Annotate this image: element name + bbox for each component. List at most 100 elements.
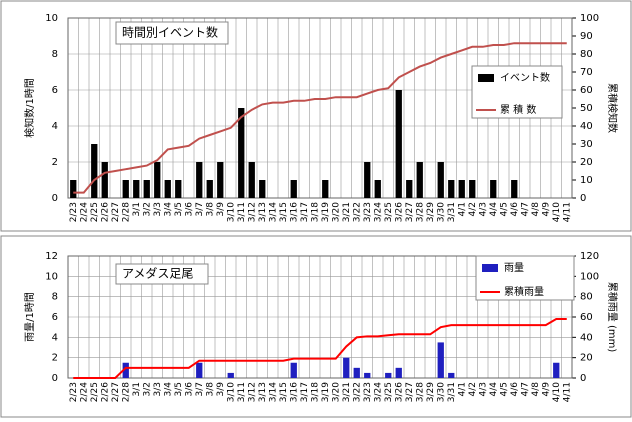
bar bbox=[122, 180, 129, 198]
x-tick-label: 4/1 bbox=[457, 202, 467, 216]
y2-tick-label: 80 bbox=[580, 49, 593, 60]
bar bbox=[290, 180, 297, 198]
x-tick-label: 3/6 bbox=[184, 202, 194, 217]
x-tick-label: 3/25 bbox=[384, 382, 394, 402]
x-tick-label: 3/8 bbox=[205, 382, 215, 397]
x-tick-label: 3/1 bbox=[132, 382, 142, 396]
bar bbox=[91, 144, 98, 198]
x-tick-label: 3/23 bbox=[363, 202, 373, 222]
x-tick-label: 4/2 bbox=[468, 202, 478, 216]
plot-border bbox=[67, 17, 573, 199]
bar bbox=[101, 162, 108, 198]
legend-label: 累積雨量 bbox=[504, 285, 544, 298]
y2-tick-label: 120 bbox=[580, 251, 599, 262]
x-tick-label: 3/15 bbox=[279, 382, 289, 402]
bar bbox=[490, 180, 497, 198]
bar bbox=[553, 362, 560, 378]
bar bbox=[374, 180, 381, 198]
y2-axis-label: 累積雨量 (mm) bbox=[606, 282, 619, 353]
bar bbox=[175, 180, 182, 198]
y-tick-label: 10 bbox=[45, 271, 58, 282]
x-tick-label: 2/26 bbox=[100, 202, 110, 222]
y-tick-label: 6 bbox=[52, 85, 58, 96]
bar bbox=[70, 180, 77, 198]
legend-label: イベント数 bbox=[500, 71, 550, 84]
bar bbox=[143, 180, 150, 198]
x-tick-label: 3/27 bbox=[405, 382, 415, 402]
x-tick-label: 3/30 bbox=[436, 382, 446, 402]
x-tick-label: 3/24 bbox=[373, 202, 383, 222]
x-tick-label: 2/26 bbox=[100, 382, 110, 402]
x-tick-label: 4/8 bbox=[531, 202, 541, 217]
panel-border bbox=[0, 0, 632, 232]
x-tick-label: 3/30 bbox=[436, 202, 446, 222]
y2-tick-label: 30 bbox=[580, 139, 593, 150]
x-tick-label: 3/14 bbox=[268, 382, 278, 402]
bar bbox=[353, 367, 360, 378]
x-tick-label: 4/4 bbox=[489, 382, 499, 397]
x-tick-label: 3/17 bbox=[300, 202, 310, 222]
x-tick-label: 3/5 bbox=[174, 202, 184, 216]
panel-border bbox=[0, 235, 632, 418]
x-tick-label: 3/7 bbox=[195, 382, 205, 396]
x-tick-label: 4/5 bbox=[499, 382, 509, 396]
bar bbox=[290, 362, 297, 378]
y-tick-label: 0 bbox=[52, 373, 58, 384]
x-tick-label: 3/4 bbox=[163, 382, 173, 397]
bar bbox=[154, 162, 161, 198]
y2-tick-label: 0 bbox=[580, 373, 586, 384]
x-tick-label: 3/15 bbox=[279, 202, 289, 222]
y2-tick-label: 60 bbox=[580, 85, 593, 96]
x-tick-label: 2/27 bbox=[111, 202, 121, 222]
x-tick-label: 4/6 bbox=[510, 202, 520, 217]
x-tick-label: 4/8 bbox=[531, 382, 541, 397]
x-tick-label: 4/6 bbox=[510, 382, 520, 397]
bar bbox=[206, 180, 213, 198]
bar bbox=[259, 180, 266, 198]
x-tick-label: 3/20 bbox=[331, 382, 341, 402]
x-tick-label: 3/18 bbox=[310, 202, 320, 222]
x-tick-label: 3/22 bbox=[352, 382, 362, 402]
x-tick-label: 2/25 bbox=[90, 382, 100, 402]
x-tick-label: 3/7 bbox=[195, 202, 205, 216]
bar bbox=[238, 108, 245, 198]
x-tick-label: 4/10 bbox=[552, 382, 562, 402]
x-tick-label: 4/4 bbox=[489, 202, 499, 217]
x-tick-label: 4/11 bbox=[562, 202, 572, 222]
bar bbox=[196, 162, 203, 198]
x-tick-label: 4/7 bbox=[520, 202, 530, 216]
x-tick-label: 3/12 bbox=[247, 382, 257, 402]
x-tick-label: 3/31 bbox=[447, 382, 457, 402]
x-tick-label: 2/25 bbox=[90, 202, 100, 222]
y-tick-label: 2 bbox=[52, 353, 58, 364]
legend-label: 累 積 数 bbox=[500, 103, 536, 116]
bar bbox=[458, 180, 465, 198]
x-tick-label: 3/26 bbox=[394, 202, 404, 222]
x-tick-label: 3/13 bbox=[258, 382, 268, 402]
x-tick-label: 3/19 bbox=[321, 202, 331, 222]
x-tick-label: 3/24 bbox=[373, 382, 383, 402]
plot-border bbox=[67, 255, 573, 379]
y2-tick-label: 90 bbox=[580, 31, 593, 42]
y-axis-label: 雨量/1時間 bbox=[24, 292, 36, 342]
x-tick-label: 3/31 bbox=[447, 202, 457, 222]
x-tick-label: 3/19 bbox=[321, 382, 331, 402]
bar bbox=[133, 180, 140, 198]
x-tick-label: 4/7 bbox=[520, 382, 530, 396]
x-tick-label: 4/3 bbox=[478, 382, 488, 396]
x-tick-label: 3/17 bbox=[300, 382, 310, 402]
x-tick-label: 3/22 bbox=[352, 202, 362, 222]
y2-tick-label: 40 bbox=[580, 332, 593, 343]
x-tick-label: 3/10 bbox=[226, 382, 236, 402]
x-tick-label: 3/21 bbox=[342, 382, 352, 402]
x-tick-label: 3/16 bbox=[289, 202, 299, 222]
bar bbox=[248, 162, 255, 198]
x-tick-label: 3/12 bbox=[247, 202, 257, 222]
legend-swatch bbox=[478, 74, 494, 82]
y2-tick-label: 100 bbox=[580, 13, 599, 24]
x-tick-label: 4/2 bbox=[468, 382, 478, 396]
y2-tick-label: 100 bbox=[580, 271, 599, 282]
bar bbox=[406, 180, 413, 198]
bar bbox=[385, 372, 392, 378]
